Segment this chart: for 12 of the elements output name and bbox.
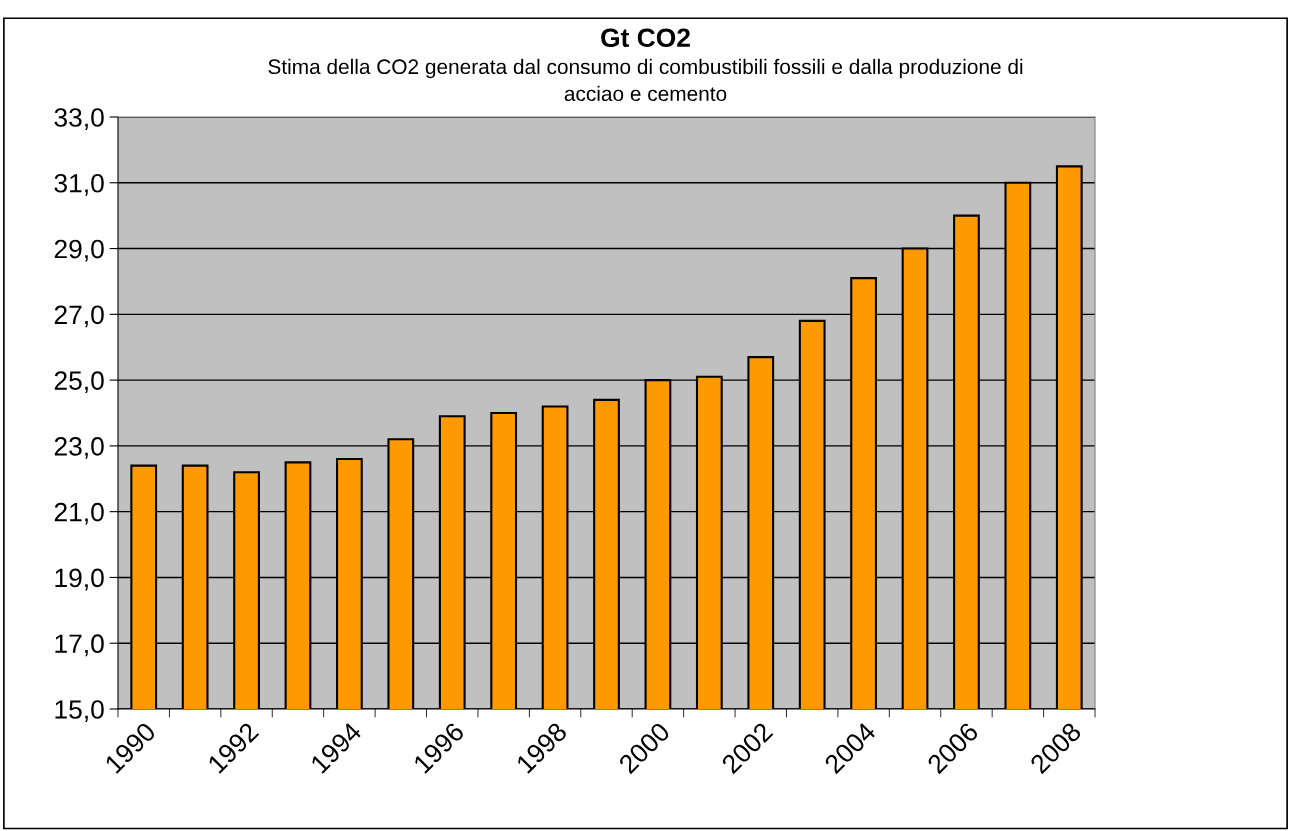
y-tick-label: 25,0 — [54, 371, 104, 394]
chart-subtitle: Stima della CO2 generata dal consumo di combustibili fossili e dalla produzione di acciao e cemento — [268, 58, 1023, 102]
y-tick-label: 29,0 — [54, 239, 104, 262]
y-tick-label: 23,0 — [54, 437, 104, 459]
y-tick-label: 31,0 — [54, 173, 104, 196]
y-tick-label: 15,0 — [55, 700, 104, 722]
y-tick-label: 21,0 — [54, 502, 104, 525]
y-tick-label: 19,0 — [55, 568, 104, 591]
y-tick-label: 27,0 — [54, 305, 104, 328]
chart-title: Gt CO2 — [601, 28, 690, 48]
y-tick-label: 33,0 — [54, 108, 104, 130]
y-tick-label: 17,0 — [55, 634, 104, 657]
